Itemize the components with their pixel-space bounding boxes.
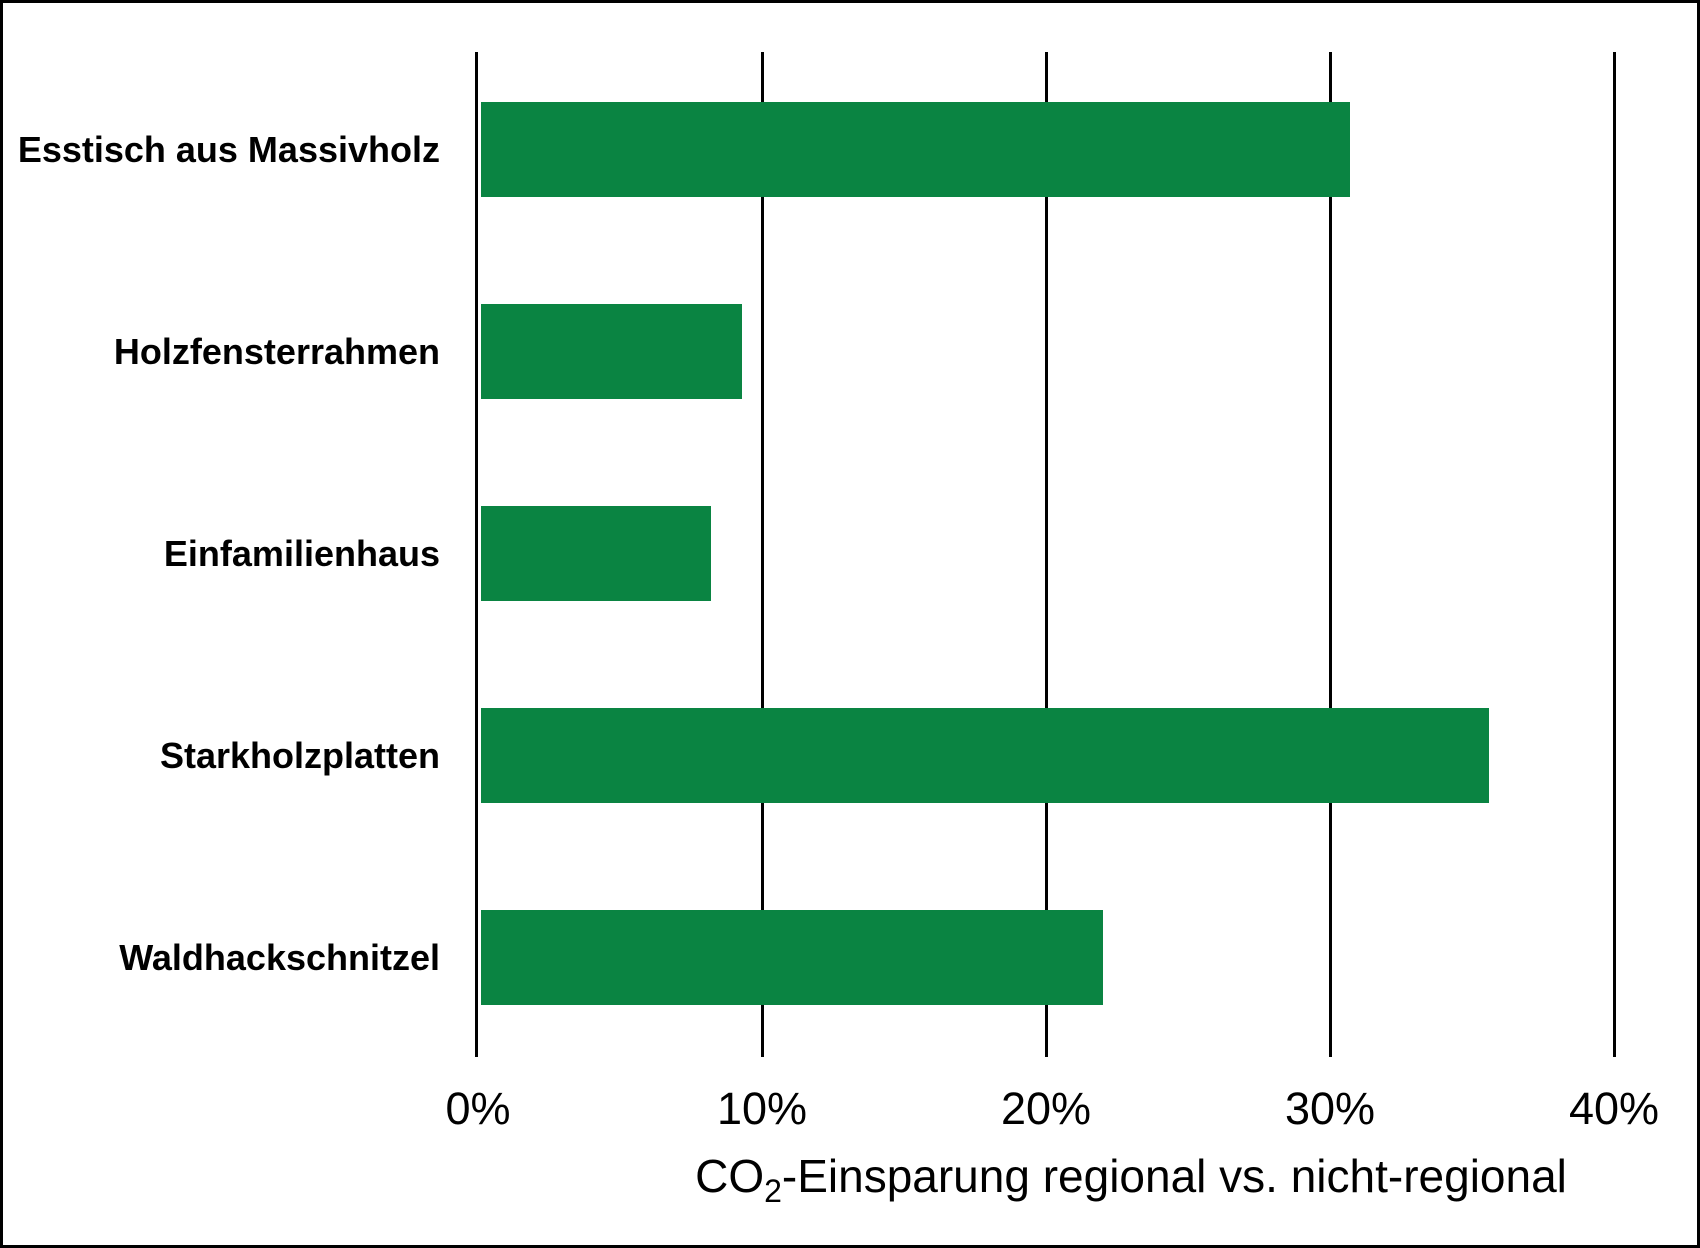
gridline-20: [1045, 52, 1048, 1057]
x-tick-label-30: 30%: [1284, 1083, 1376, 1134]
category-label-3: Einfamilienhaus: [163, 532, 440, 574]
plot-area: [475, 52, 1616, 1057]
bar-4: [481, 708, 1489, 803]
bar-1: [481, 102, 1350, 197]
x-tick-label-10: 10%: [716, 1083, 808, 1134]
category-label-2: Holzfensterrahmen: [113, 330, 440, 372]
gridline-30: [1329, 52, 1332, 1057]
category-label-4: Starkholzplatten: [159, 734, 440, 776]
gridline-10: [761, 52, 764, 1057]
x-tick-label-40: 40%: [1568, 1083, 1660, 1134]
x-tick-label-20: 20%: [1000, 1083, 1092, 1134]
x-axis-title: CO2-Einsparung regional vs. nicht-region…: [531, 1149, 1697, 1207]
x-tick-label-0: 0%: [445, 1083, 511, 1134]
x-axis-title-prefix: CO: [695, 1150, 765, 1202]
category-label-5: Waldhackschnitzel: [119, 936, 440, 978]
x-axis-title-suffix: -Einsparung regional vs. nicht-regional: [781, 1150, 1567, 1202]
gridline-40: [1613, 52, 1616, 1057]
bar-3: [481, 506, 711, 601]
y-axis-line: [475, 52, 478, 1057]
bar-2: [481, 304, 742, 399]
category-label-1: Esstisch aus Massivholz: [17, 128, 440, 170]
x-axis-title-subscript: 2: [764, 1173, 782, 1210]
bar-5: [481, 910, 1103, 1005]
